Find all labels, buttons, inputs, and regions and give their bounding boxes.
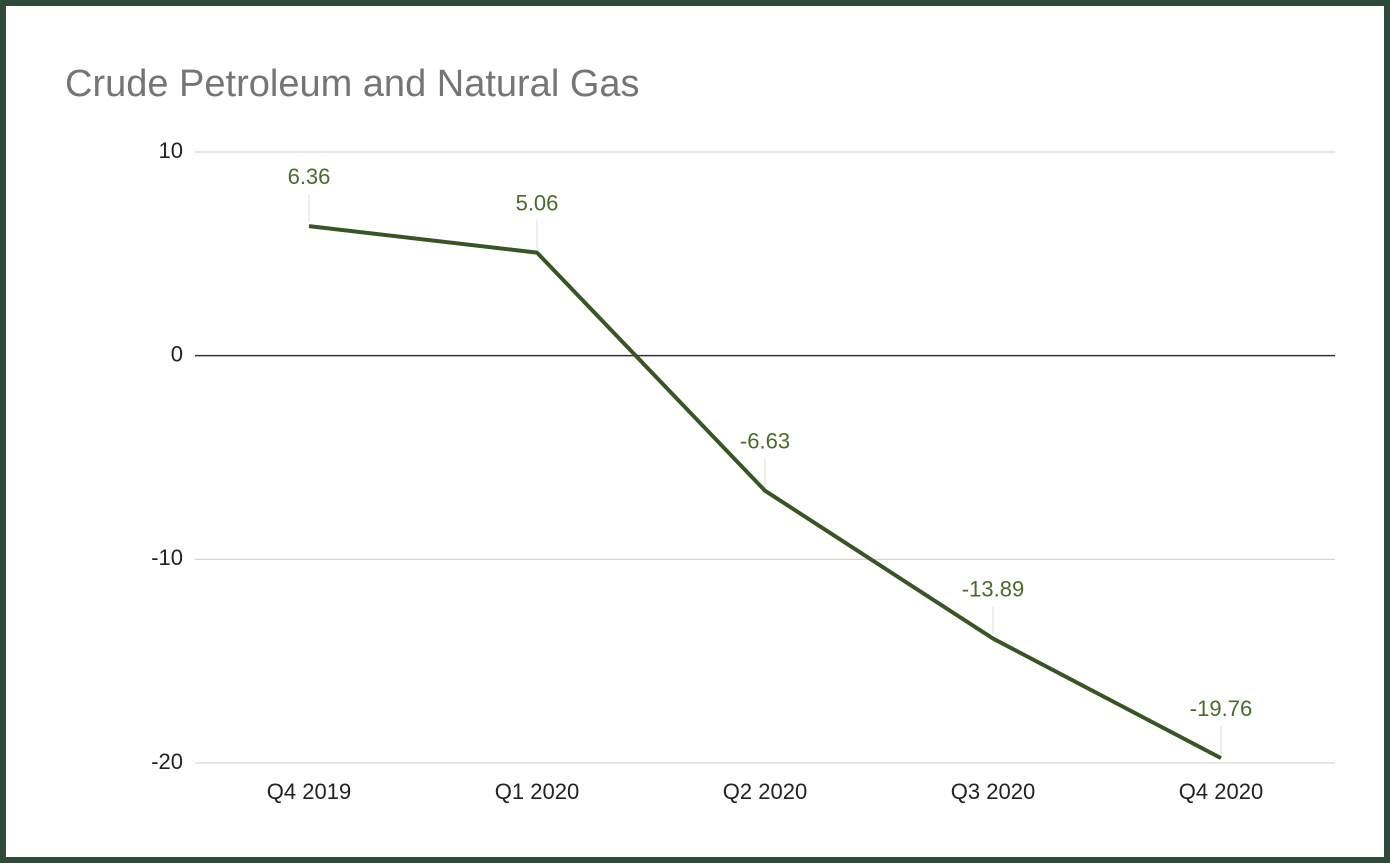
y-tick-label: 0 xyxy=(171,341,183,366)
y-tick-label: 10 xyxy=(159,138,183,163)
x-tick-label: Q3 2020 xyxy=(951,779,1035,804)
x-tick-label: Q2 2020 xyxy=(723,779,807,804)
y-tick-label: -20 xyxy=(151,749,183,774)
data-label: 5.06 xyxy=(516,190,559,215)
data-label: -6.63 xyxy=(740,429,790,454)
x-tick-label: Q4 2020 xyxy=(1179,779,1263,804)
data-label: -13.89 xyxy=(962,576,1024,601)
chart-title: Crude Petroleum and Natural Gas xyxy=(65,63,640,105)
y-tick-label: -10 xyxy=(151,545,183,570)
data-line xyxy=(308,224,1222,760)
x-tick-label: Q4 2019 xyxy=(267,779,351,804)
data-label: 6.36 xyxy=(288,164,331,189)
x-tick-label: Q1 2020 xyxy=(495,779,579,804)
data-label: -19.76 xyxy=(1190,696,1252,721)
